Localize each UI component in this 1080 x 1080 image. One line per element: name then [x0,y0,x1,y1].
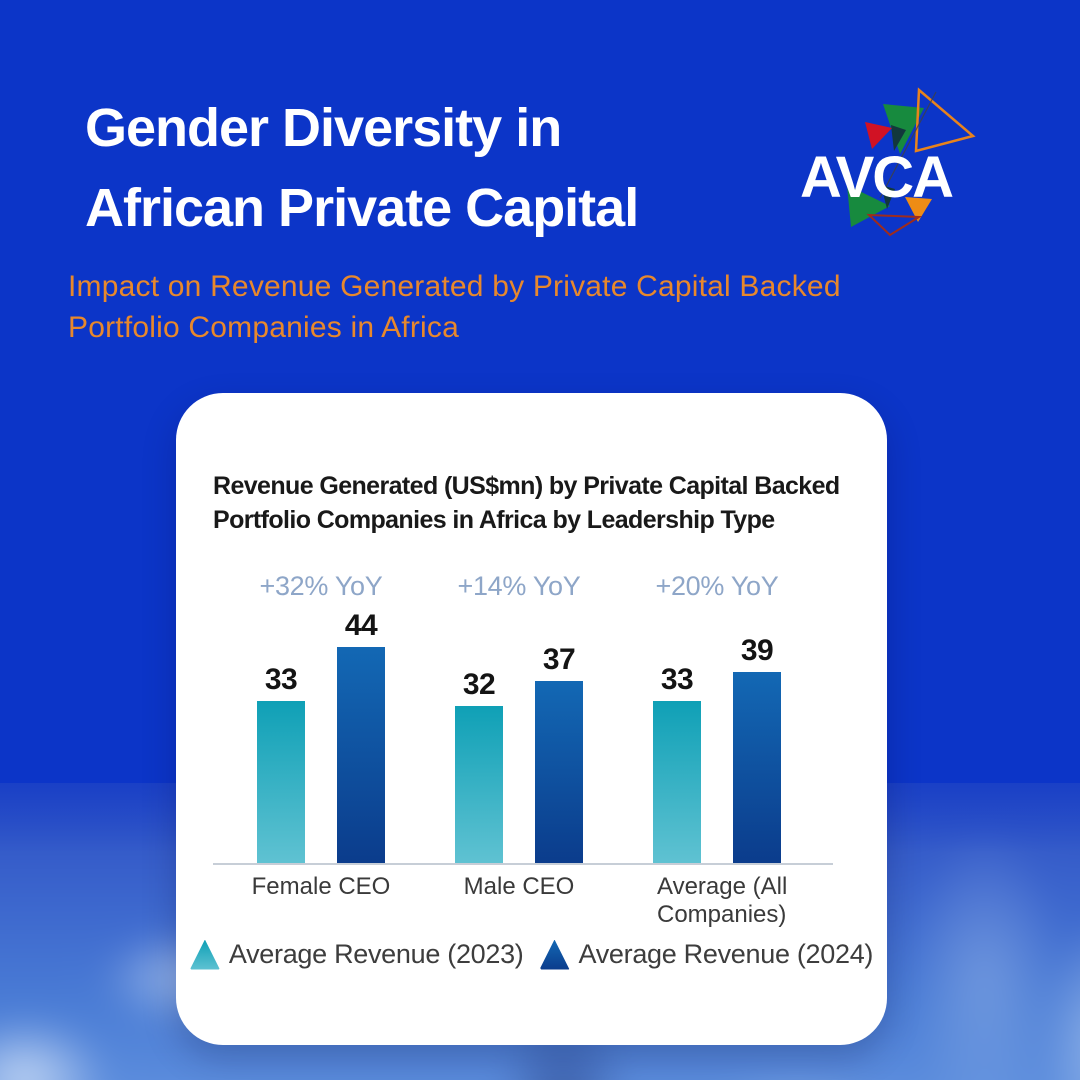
page-title: Gender Diversity in African Private Capi… [85,88,639,248]
chart-title: Revenue Generated (US$mn) by Private Cap… [213,472,840,534]
page-title-line2: African Private Capital [85,178,639,238]
triangle-marker-2023-icon [189,939,220,970]
yoy-badge: +14% YoY [457,571,581,601]
bar-value-label: 33 [660,663,694,696]
avca-logo-icon: AVCA [800,87,976,237]
bar-2024: 37 [535,643,583,863]
bar-value-label: 32 [462,668,496,701]
legend-item-2024: Average Revenue (2024) [539,939,874,970]
legend-label-2024: Average Revenue (2024) [578,939,874,969]
category-label: Male CEO [463,873,575,900]
avca-wordmark: AVCA [800,145,953,210]
bar-2024: 39 [733,634,781,863]
category-label: Female CEO [251,873,391,900]
legend-item-2023: Average Revenue (2023) [189,939,524,970]
chart-legend: Average Revenue (2023) Average Revenue (… [176,939,887,970]
page-subtitle-line2: Portfolio Companies in Africa [68,311,459,344]
page-subtitle-line1: Impact on Revenue Generated by Private C… [68,270,841,303]
bar-value-label: 39 [740,634,774,667]
legend-label-2023: Average Revenue (2023) [228,939,524,969]
yoy-badge: +20% YoY [655,571,779,601]
avca-logo: AVCA [788,78,1000,248]
bar-group-female-ceo: 33 44 [257,609,385,863]
bar-2023: 32 [455,668,503,863]
bar-2024: 44 [337,609,385,863]
triangle-marker-2024-icon [539,939,570,970]
page-title-line1: Gender Diversity in [85,98,562,158]
chart-card: Revenue Generated (US$mn) by Private Cap… [176,393,887,1045]
bar-2023: 33 [257,663,305,863]
bar-value-label: 44 [344,609,378,642]
yoy-badge: +32% YoY [259,571,383,601]
bar-group-average: 33 39 [653,634,781,863]
bar-group-male-ceo: 32 37 [455,643,583,863]
page-subtitle: Impact on Revenue Generated by Private C… [68,266,841,348]
bar-chart: +32% YoY +14% YoY +20% YoY 33 44 32 37 [213,563,833,928]
bar-value-label: 37 [542,643,576,676]
bar-2023: 33 [653,663,701,863]
bar-value-label: 33 [264,663,298,696]
category-label: Average (All Companies) [657,873,788,928]
